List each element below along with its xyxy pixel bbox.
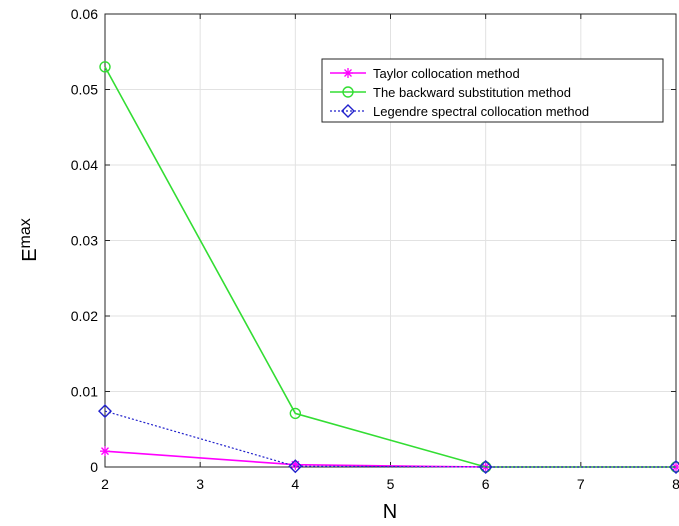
legend-label-3: Legendre spectral collocation method [373, 104, 589, 119]
data-point-series-2 [99, 61, 111, 73]
x-tick-label: 2 [101, 476, 109, 492]
series-line-2 [104, 66, 676, 468]
x-axis-label: N [383, 501, 397, 523]
y-tick-label: 0.05 [71, 82, 98, 98]
axis-ticks: 2 3 4 5 6 7 8 0 0.01 0.02 0.03 0.04 0.05 0.06 [71, 6, 679, 492]
y-axis-label-sub: max [17, 218, 34, 248]
data-point-series-3 [478, 460, 493, 474]
series-group [98, 61, 679, 474]
y-tick-label: 0.01 [71, 384, 98, 400]
legend: Taylor collocation method The backward su… [321, 58, 664, 123]
legend-marker-3 [341, 104, 355, 118]
data-point-series-3 [669, 460, 679, 474]
data-point-series-2 [289, 407, 302, 420]
legend-box [321, 58, 664, 123]
star-marker-stroke [344, 69, 352, 77]
data-point-series-3 [98, 404, 112, 419]
x-tick-label: 3 [196, 476, 204, 492]
legend-label-2: The backward substitution method [373, 85, 571, 100]
y-tick-label: 0.02 [71, 308, 98, 324]
y-tick-label: 0.04 [71, 157, 98, 173]
x-tick-label: 7 [577, 476, 585, 492]
x-tick-label: 5 [387, 476, 395, 492]
legend-marker-1 [343, 68, 353, 78]
y-axis-label: Emax [17, 218, 41, 262]
legend-label-1: Taylor collocation method [373, 66, 520, 81]
y-axis-label-main: E [19, 248, 41, 261]
legend-marker-2 [342, 86, 354, 98]
x-tick-label: 8 [672, 476, 679, 492]
y-tick-label: 0 [90, 459, 98, 475]
x-tick-label: 6 [482, 476, 490, 492]
y-tick-label: 0.06 [71, 6, 98, 22]
series-line-3 [104, 410, 676, 468]
x-tick-label: 4 [291, 476, 299, 492]
y-tick-label: 0.03 [71, 233, 98, 249]
svg-text:Emax: Emax [17, 218, 41, 262]
data-point-series-3 [288, 459, 303, 474]
star-marker-stroke [101, 447, 109, 456]
data-point-series-1 [100, 446, 110, 457]
